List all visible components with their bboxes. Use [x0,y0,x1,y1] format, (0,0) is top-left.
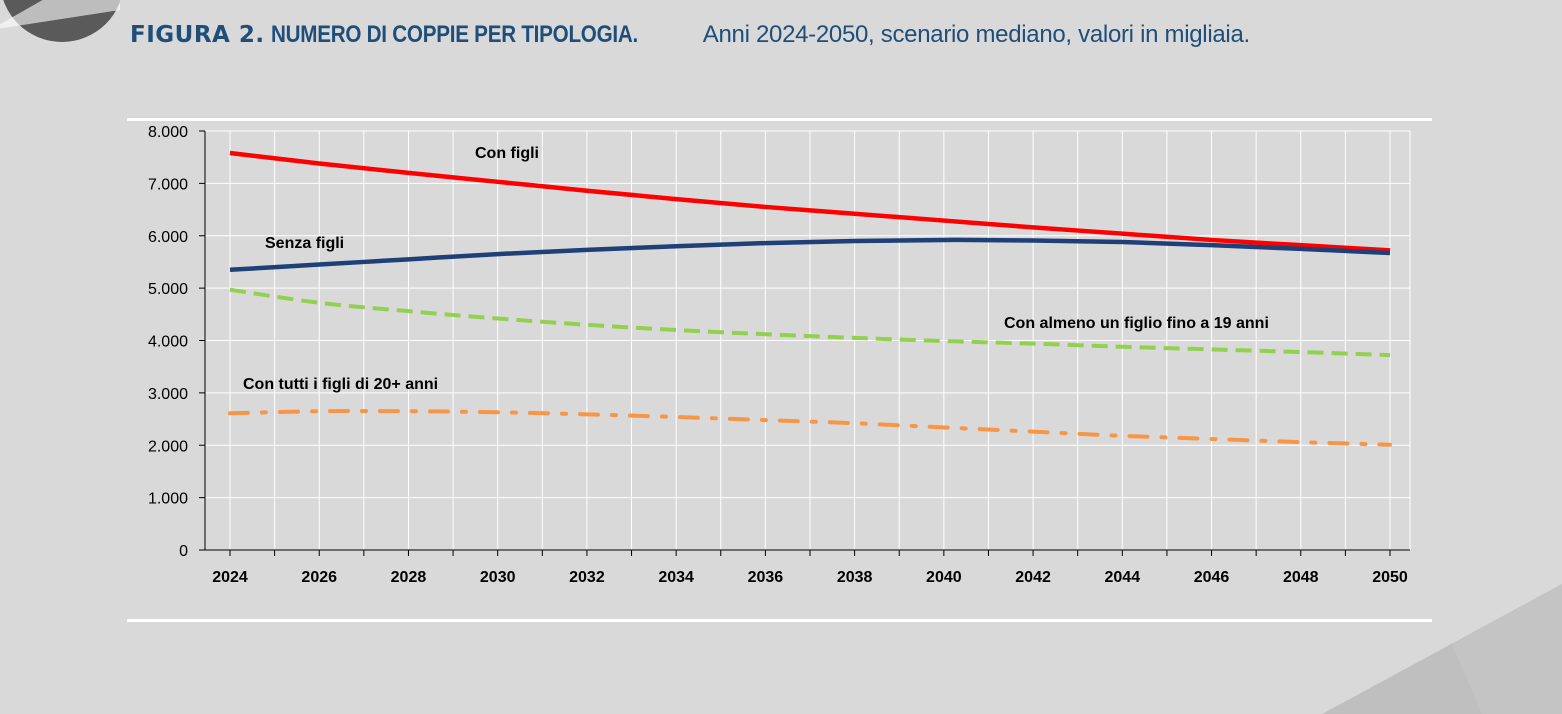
x-tick-label: 2044 [1105,569,1141,586]
x-tick-label: 2046 [1194,569,1230,586]
x-tick-label: 2038 [837,569,873,586]
title-bold: NUMERO DI COPPIE PER TIPOLOGIA. [270,21,638,48]
y-tick-label: 0 [179,543,188,560]
label-con-figli: Con figli [475,145,539,162]
axes: 0 1.000 2.000 3.000 4.000 5.000 6.000 7.000 8.00… [148,124,1410,586]
y-tick-label: 5.000 [148,281,188,298]
x-tick-label: 2028 [391,569,427,586]
x-tick-label: 2040 [926,569,962,586]
series-line-con-almeno-un-figlio [229,287,1391,358]
corner-decoration-top-left [0,0,120,42]
top-rule [127,118,1432,121]
label-con-tutti-i-figli-20: Con tutti i figli di 20+ anni [243,376,438,393]
y-tick-label: 1.000 [148,491,188,508]
y-tick-label: 6.000 [148,229,188,246]
series-line-senza-figli [229,237,1391,273]
figure-label: FIGURA 2. [130,22,265,48]
x-tick-label: 2050 [1372,569,1408,586]
x-tick-label: 2048 [1283,569,1319,586]
label-con-almeno-un-figlio: Con almeno un figlio fino a 19 anni [1004,315,1269,332]
y-tick-label: 8.000 [148,124,188,141]
x-tick-label: 2024 [212,569,248,586]
x-tick-label: 2032 [569,569,605,586]
grid-lines [205,130,1411,550]
x-tick-label: 2042 [1015,569,1051,586]
x-tick-label: 2036 [748,569,784,586]
y-tick-label: 2.000 [148,438,188,455]
x-tick-label: 2030 [480,569,516,586]
series-lines [228,150,1392,447]
series-line-con-figli [229,150,1391,253]
y-tick-label: 7.000 [148,176,188,193]
corner-decoration-bottom-right [1322,584,1562,714]
y-tick-label: 4.000 [148,334,188,351]
series-labels: Con figli Senza figli Con almeno un figlio… [243,145,1269,393]
x-tick-label: 2034 [658,569,694,586]
x-tick-label: 2026 [301,569,337,586]
bottom-rule [127,619,1432,622]
label-senza-figli: Senza figli [265,235,344,252]
series-line-con-tutti-i-figli-20 [228,409,1392,447]
chart-title: FIGURA 2. NUMERO DI COPPIE PER TIPOLOGIA… [130,21,1250,49]
y-tick-label: 3.000 [148,386,188,403]
title-subtitle: Anni 2024-2050, scenario mediano, valori… [702,21,1250,48]
